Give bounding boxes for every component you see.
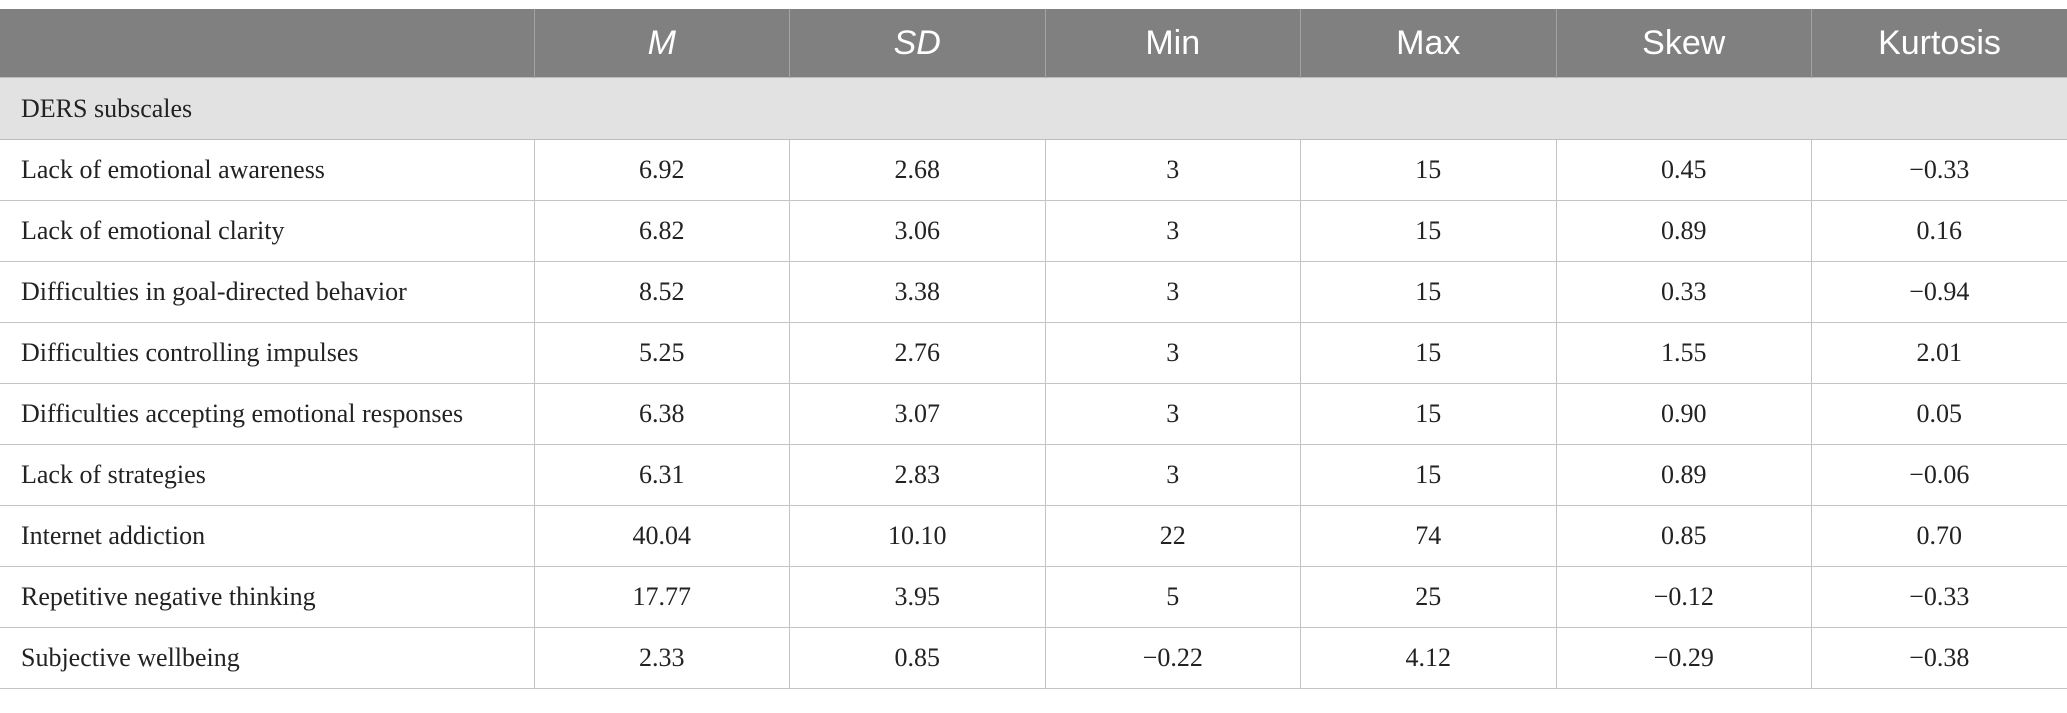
cell-sd: 3.07 xyxy=(789,383,1046,445)
cell-mean: 6.92 xyxy=(534,139,790,201)
table-row: Internet addiction 40.04 10.10 22 74 0.8… xyxy=(0,505,2067,567)
cell-max: 4.12 xyxy=(1300,627,1557,689)
cell-max: 25 xyxy=(1300,566,1557,628)
section-label: DERS subscales xyxy=(0,77,2067,140)
header-min: Min xyxy=(1045,9,1301,78)
table-row: Lack of strategies 6.31 2.83 3 15 0.89 −… xyxy=(0,444,2067,506)
cell-sd: 10.10 xyxy=(789,505,1046,567)
row-label: Subjective wellbeing xyxy=(0,627,535,689)
cell-kurtosis: 0.05 xyxy=(1811,383,2067,445)
cell-sd: 0.85 xyxy=(789,627,1046,689)
cell-mean: 6.38 xyxy=(534,383,790,445)
table-row: Repetitive negative thinking 17.77 3.95 … xyxy=(0,566,2067,628)
cell-mean: 17.77 xyxy=(534,566,790,628)
cell-min: 3 xyxy=(1045,139,1301,201)
cell-min: 22 xyxy=(1045,505,1301,567)
cell-kurtosis: −0.06 xyxy=(1811,444,2067,506)
cell-skew: 0.89 xyxy=(1556,200,1812,262)
header-kurtosis: Kurtosis xyxy=(1811,9,2067,78)
cell-sd: 2.76 xyxy=(789,322,1046,384)
cell-kurtosis: 2.01 xyxy=(1811,322,2067,384)
row-label: Difficulties accepting emotional respons… xyxy=(0,383,535,445)
cell-skew: 0.89 xyxy=(1556,444,1812,506)
cell-sd: 2.68 xyxy=(789,139,1046,201)
table-row: Difficulties controlling impulses 5.25 2… xyxy=(0,322,2067,384)
table-row: Lack of emotional awareness 6.92 2.68 3 … xyxy=(0,139,2067,201)
cell-skew: −0.29 xyxy=(1556,627,1812,689)
header-skew: Skew xyxy=(1556,9,1812,78)
row-label: Lack of emotional awareness xyxy=(0,139,535,201)
table-row: Difficulties accepting emotional respons… xyxy=(0,383,2067,445)
cell-min: 3 xyxy=(1045,261,1301,323)
cell-min: 3 xyxy=(1045,383,1301,445)
cell-max: 15 xyxy=(1300,383,1557,445)
cell-max: 15 xyxy=(1300,200,1557,262)
row-label: Internet addiction xyxy=(0,505,535,567)
cell-kurtosis: −0.33 xyxy=(1811,566,2067,628)
cell-sd: 3.06 xyxy=(789,200,1046,262)
header-row: M SD Min Max Skew Kurtosis xyxy=(0,9,2067,78)
cell-mean: 5.25 xyxy=(534,322,790,384)
descriptive-statistics-table: M SD Min Max Skew Kurtosis DERS subscale… xyxy=(0,9,2067,689)
cell-mean: 2.33 xyxy=(534,627,790,689)
cell-min: 5 xyxy=(1045,566,1301,628)
cell-kurtosis: 0.16 xyxy=(1811,200,2067,262)
cell-mean: 40.04 xyxy=(534,505,790,567)
cell-mean: 6.82 xyxy=(534,200,790,262)
cell-min: 3 xyxy=(1045,200,1301,262)
cell-mean: 6.31 xyxy=(534,444,790,506)
header-variable xyxy=(0,9,535,78)
header-mean: M xyxy=(534,9,790,78)
header-max: Max xyxy=(1300,9,1557,78)
cell-kurtosis: −0.94 xyxy=(1811,261,2067,323)
table-row: Difficulties in goal-directed behavior 8… xyxy=(0,261,2067,323)
row-label: Difficulties controlling impulses xyxy=(0,322,535,384)
cell-max: 15 xyxy=(1300,444,1557,506)
cell-sd: 3.95 xyxy=(789,566,1046,628)
table-row: Lack of emotional clarity 6.82 3.06 3 15… xyxy=(0,200,2067,262)
row-label: Lack of strategies xyxy=(0,444,535,506)
cell-min: −0.22 xyxy=(1045,627,1301,689)
section-row: DERS subscales xyxy=(0,77,2067,140)
cell-skew: −0.12 xyxy=(1556,566,1812,628)
cell-max: 74 xyxy=(1300,505,1557,567)
row-label: Lack of emotional clarity xyxy=(0,200,535,262)
cell-min: 3 xyxy=(1045,444,1301,506)
cell-skew: 0.90 xyxy=(1556,383,1812,445)
cell-kurtosis: −0.33 xyxy=(1811,139,2067,201)
row-label: Repetitive negative thinking xyxy=(0,566,535,628)
cell-sd: 3.38 xyxy=(789,261,1046,323)
cell-sd: 2.83 xyxy=(789,444,1046,506)
cell-min: 3 xyxy=(1045,322,1301,384)
cell-skew: 0.85 xyxy=(1556,505,1812,567)
cell-mean: 8.52 xyxy=(534,261,790,323)
table-row: Subjective wellbeing 2.33 0.85 −0.22 4.1… xyxy=(0,627,2067,689)
cell-skew: 1.55 xyxy=(1556,322,1812,384)
row-label: Difficulties in goal-directed behavior xyxy=(0,261,535,323)
cell-skew: 0.45 xyxy=(1556,139,1812,201)
cell-max: 15 xyxy=(1300,261,1557,323)
cell-max: 15 xyxy=(1300,139,1557,201)
cell-kurtosis: −0.38 xyxy=(1811,627,2067,689)
header-sd: SD xyxy=(789,9,1046,78)
cell-skew: 0.33 xyxy=(1556,261,1812,323)
cell-max: 15 xyxy=(1300,322,1557,384)
cell-kurtosis: 0.70 xyxy=(1811,505,2067,567)
